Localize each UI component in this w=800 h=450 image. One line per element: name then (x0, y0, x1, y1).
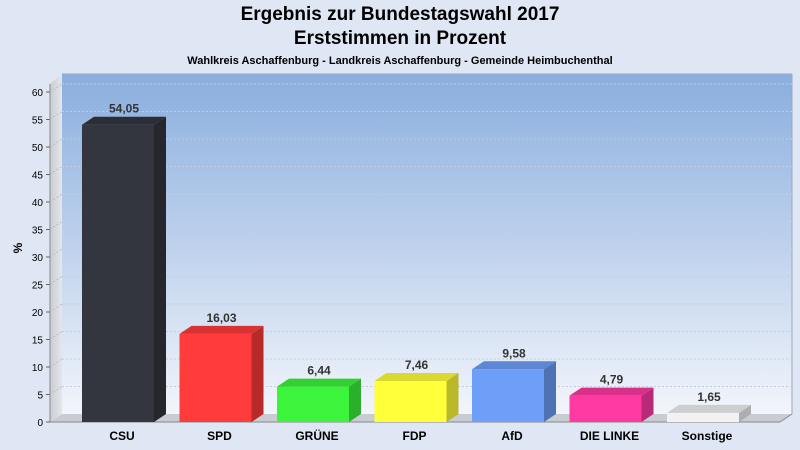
grid-line-wall (49, 193, 63, 203)
data-label: 54,05 (109, 102, 139, 116)
bars: 54,05 16,03 6,44 7,46 9,58 4,79 1,65 (82, 102, 751, 422)
x-axis: CSU SPD GRÜNE FDP AfD DIE LINKE Sonstige (109, 428, 732, 443)
bar-front (667, 412, 739, 422)
y-tick-label: 40 (32, 198, 44, 209)
grid-line-wall (49, 166, 63, 175)
y-axis-label: % (11, 242, 25, 253)
bar-csu (82, 116, 166, 422)
grid-line-wall (49, 358, 63, 368)
x-tick-label: SPD (207, 429, 232, 443)
data-label: 7,46 (405, 358, 429, 372)
bar-top (179, 325, 264, 334)
data-label: 1,65 (697, 390, 721, 404)
grid-line-wall (49, 386, 63, 395)
x-tick-label: Sonstige (682, 429, 733, 443)
grid-line-wall (49, 221, 63, 230)
bar-side (349, 378, 361, 422)
bar-side (446, 372, 459, 422)
bar-front (374, 380, 447, 422)
y-tick-label: 30 (32, 253, 44, 264)
bar-side (641, 387, 654, 422)
plot-left-wall (50, 74, 62, 422)
y-tick-label: 35 (32, 226, 44, 237)
bar-front (82, 124, 154, 422)
y-tick-label: 25 (32, 281, 44, 292)
bar-afd (472, 361, 556, 422)
y-tick-label: 15 (32, 336, 44, 347)
grid-line-wall (49, 276, 63, 285)
data-label: 9,58 (502, 346, 526, 360)
bar-side (739, 404, 751, 422)
data-label: 6,44 (307, 364, 331, 378)
y-tick-label: 45 (32, 171, 44, 182)
grid-line-wall (49, 248, 63, 258)
bar-top (82, 116, 166, 125)
chart-title: Ergebnis zur Bundestagswahl 2017 (240, 4, 560, 25)
y-tick-label: 10 (32, 363, 44, 374)
bar-top (667, 404, 751, 413)
y-tick-label: 60 (32, 88, 44, 99)
bar-fdp (374, 372, 459, 422)
grid-line-wall (49, 331, 63, 340)
bar-side (154, 116, 166, 422)
data-label: 16,03 (206, 311, 236, 325)
bar-front (569, 395, 642, 422)
bar-sonstige (667, 404, 751, 422)
x-tick-label: AfD (501, 429, 523, 443)
bar-top (277, 378, 361, 387)
data-label: 4,79 (600, 373, 624, 387)
bar-side (251, 325, 264, 422)
y-tick-label: 0 (37, 418, 43, 429)
y-tick-label: 55 (32, 116, 44, 127)
grid-line-wall (49, 138, 63, 148)
bar-front (277, 386, 349, 422)
x-tick-label: FDP (403, 429, 427, 443)
grid-line-wall (49, 83, 63, 93)
bar-top (374, 372, 459, 381)
bar-front (472, 369, 544, 422)
bar-top (569, 387, 654, 396)
grid-line-wall (49, 111, 63, 120)
y-tick-label: 5 (37, 391, 43, 402)
grid-line-wall (49, 303, 63, 313)
chart-subtitle-region: Wahlkreis Aschaffenburg - Landkreis Asch… (187, 55, 613, 67)
bar-side (544, 361, 556, 422)
chart-subtitle: Erststimmen in Prozent (293, 28, 507, 49)
bar-gr-ne (277, 378, 361, 422)
x-tick-label: CSU (109, 429, 134, 443)
y-axis: 0 5 10 15 20 25 30 35 40 45 50 55 60 (32, 88, 50, 429)
x-tick-label: GRÜNE (295, 428, 338, 443)
y-tick-label: 50 (32, 143, 44, 154)
x-tick-label: DIE LINKE (580, 429, 639, 443)
bar-spd (179, 325, 264, 422)
bar-front (179, 333, 252, 422)
y-tick-label: 20 (32, 308, 44, 319)
bar-top (472, 361, 556, 370)
bar-die-linke (569, 387, 654, 422)
